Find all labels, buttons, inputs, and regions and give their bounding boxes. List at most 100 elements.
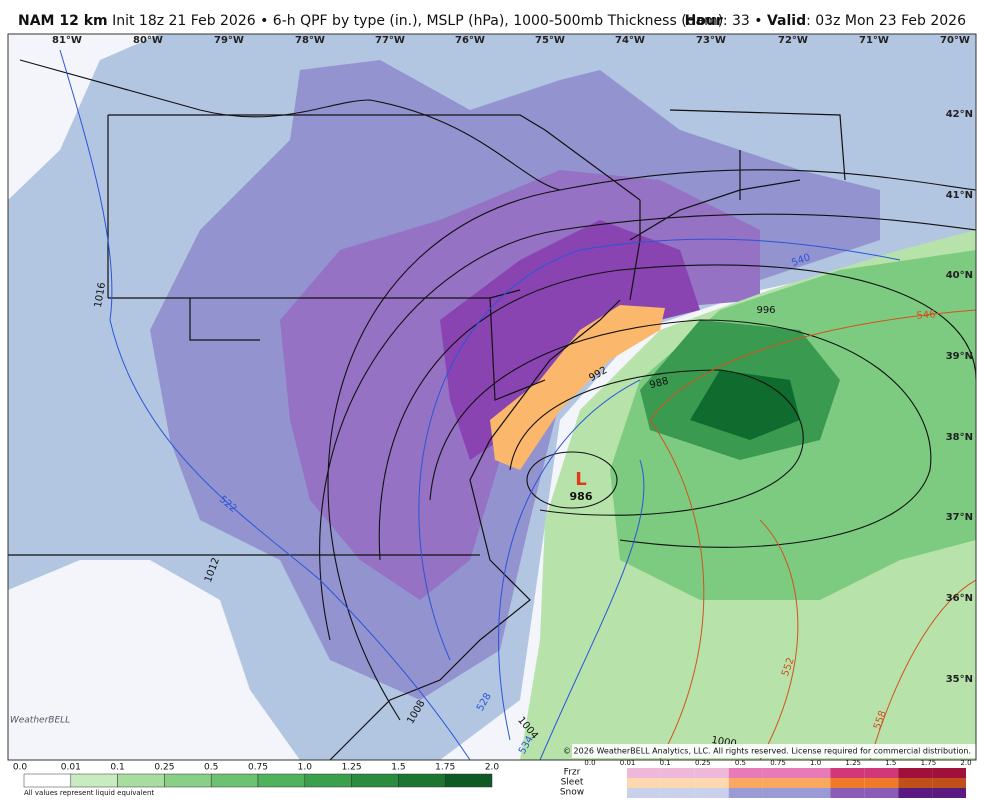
- model-name: NAM 12 km: [18, 13, 108, 29]
- legend-swatch: [304, 773, 352, 788]
- longitude-label: 74°W: [615, 35, 645, 46]
- precip-type-label: Sleet: [561, 778, 584, 788]
- sleet-area: [490, 305, 665, 470]
- isobars: [19, 59, 976, 721]
- latitude-label: 37°N: [946, 512, 973, 523]
- type-swatch: [728, 778, 763, 788]
- legend-tick-label: 0.01: [61, 763, 81, 773]
- thickness-warm: [649, 309, 976, 760]
- type-swatch: [660, 788, 695, 798]
- type-tick-label: 0.1: [660, 759, 671, 767]
- type-swatch: [694, 788, 729, 798]
- thickness-cold: [59, 49, 901, 760]
- legend-tick-label: 1.0: [298, 763, 313, 773]
- longitude-labels: 81°W 80°W 79°W 78°W 77°W 76°W 75°W 74°W 73°W 72°W…: [52, 35, 970, 46]
- legend-note: All values represent liquid equivalent: [24, 789, 154, 797]
- type-swatch: [660, 768, 695, 778]
- map-frame: [7, 33, 977, 761]
- type-swatch: [864, 768, 899, 778]
- type-swatch: [762, 788, 797, 798]
- type-tick-label: 1.0: [810, 759, 821, 767]
- type-tick-label: 1.5: [885, 759, 896, 767]
- longitude-label: 77°W: [375, 35, 405, 46]
- legend-swatch: [117, 773, 165, 788]
- type-swatch: [728, 788, 763, 798]
- legend-tick-label: 0.0: [13, 763, 28, 773]
- latitude-label: 35°N: [946, 674, 973, 685]
- snow-very-heavy: [440, 220, 700, 460]
- type-swatch: [932, 778, 966, 788]
- legend-swatch: [23, 773, 72, 788]
- hour-value: : 33 •: [723, 13, 763, 29]
- type-tick-label: 0.5: [735, 759, 746, 767]
- latitude-label: 42°N: [946, 109, 973, 120]
- type-tick-label: 0.25: [695, 759, 711, 767]
- longitude-label: 76°W: [455, 35, 485, 46]
- logo: WeatherBELL: [10, 716, 70, 726]
- precip-type-label: Frzr: [564, 768, 581, 778]
- copyright-box: [572, 744, 976, 758]
- type-tick-label: 0.01: [620, 759, 636, 767]
- longitude-label: 81°W: [52, 35, 82, 46]
- valid-value: : 03z Mon 23 Feb 2026: [806, 13, 966, 29]
- longitude-label: 70°W: [940, 35, 970, 46]
- type-swatch: [864, 788, 899, 798]
- header-title: NAM 12 km Init 18z 21 Feb 2026 • 6-h QPF…: [18, 13, 723, 29]
- type-swatch: [694, 768, 729, 778]
- latitude-label: 40°N: [946, 270, 973, 281]
- legend-swatch: [210, 773, 259, 788]
- type-swatch: [830, 788, 865, 798]
- type-swatch: [830, 778, 865, 788]
- latitude-labels: 42°N 41°N 40°N 39°N 38°N 37°N 36°N 35°N: [946, 109, 973, 685]
- longitude-label: 71°W: [859, 35, 889, 46]
- latitude-label: 38°N: [946, 432, 973, 443]
- type-swatch: [660, 778, 695, 788]
- type-tick-label: 0.75: [770, 759, 786, 767]
- latitude-label: 36°N: [946, 593, 973, 604]
- type-swatch: [762, 768, 797, 778]
- coastline-and-borders: [8, 109, 846, 760]
- valid-label: Valid: [767, 13, 806, 29]
- latitude-label: 39°N: [946, 351, 973, 362]
- thickness-label: 546: [916, 309, 936, 322]
- legend-swatch: [398, 773, 446, 788]
- copyright: © 2026 WeatherBELL Analytics, LLC. All r…: [563, 747, 971, 756]
- legend-tick-label: 1.25: [342, 763, 362, 773]
- description: Init 18z 21 Feb 2026 • 6-h QPF by type (…: [112, 13, 723, 29]
- type-swatch: [864, 778, 899, 788]
- type-swatch: [898, 778, 933, 788]
- type-swatch: [830, 768, 865, 778]
- type-swatch: [694, 778, 729, 788]
- legend-tick-label: 0.1: [110, 763, 124, 773]
- type-swatch: [796, 788, 831, 798]
- legend-tick-label: 0.25: [154, 763, 174, 773]
- type-swatch: [627, 788, 661, 798]
- longitude-label: 75°W: [535, 35, 565, 46]
- legend-swatch: [257, 773, 306, 788]
- type-tick-label: 1.75: [921, 759, 937, 767]
- type-swatch: [796, 778, 831, 788]
- type-tick-label: 1.25: [845, 759, 861, 767]
- longitude-label: 73°W: [696, 35, 726, 46]
- type-swatch: [898, 768, 933, 778]
- legend-tick-label: 0.5: [204, 763, 218, 773]
- legend-swatch: [164, 773, 212, 788]
- legend: 0.0 0.01 0.1 0.25 0.5 0.75 1.0 1.25 1.5 1.75 2.0 Fr…: [13, 759, 972, 798]
- type-swatch: [627, 768, 661, 778]
- legend-swatch: [351, 773, 399, 788]
- low-pressure: 986: [570, 490, 593, 503]
- longitude-label: 80°W: [133, 35, 163, 46]
- type-swatch: [728, 768, 763, 778]
- type-swatch: [932, 768, 966, 778]
- type-tick-label: 0.0: [584, 759, 595, 767]
- type-swatch: [932, 788, 966, 798]
- type-tick-label: 2.0: [960, 759, 971, 767]
- isobar-label: 988: [648, 376, 669, 392]
- legend-swatch: [70, 773, 118, 788]
- type-swatch: [898, 788, 933, 798]
- isobar-label: 1016: [93, 282, 108, 309]
- type-swatch: [627, 778, 661, 788]
- longitude-label: 72°W: [778, 35, 808, 46]
